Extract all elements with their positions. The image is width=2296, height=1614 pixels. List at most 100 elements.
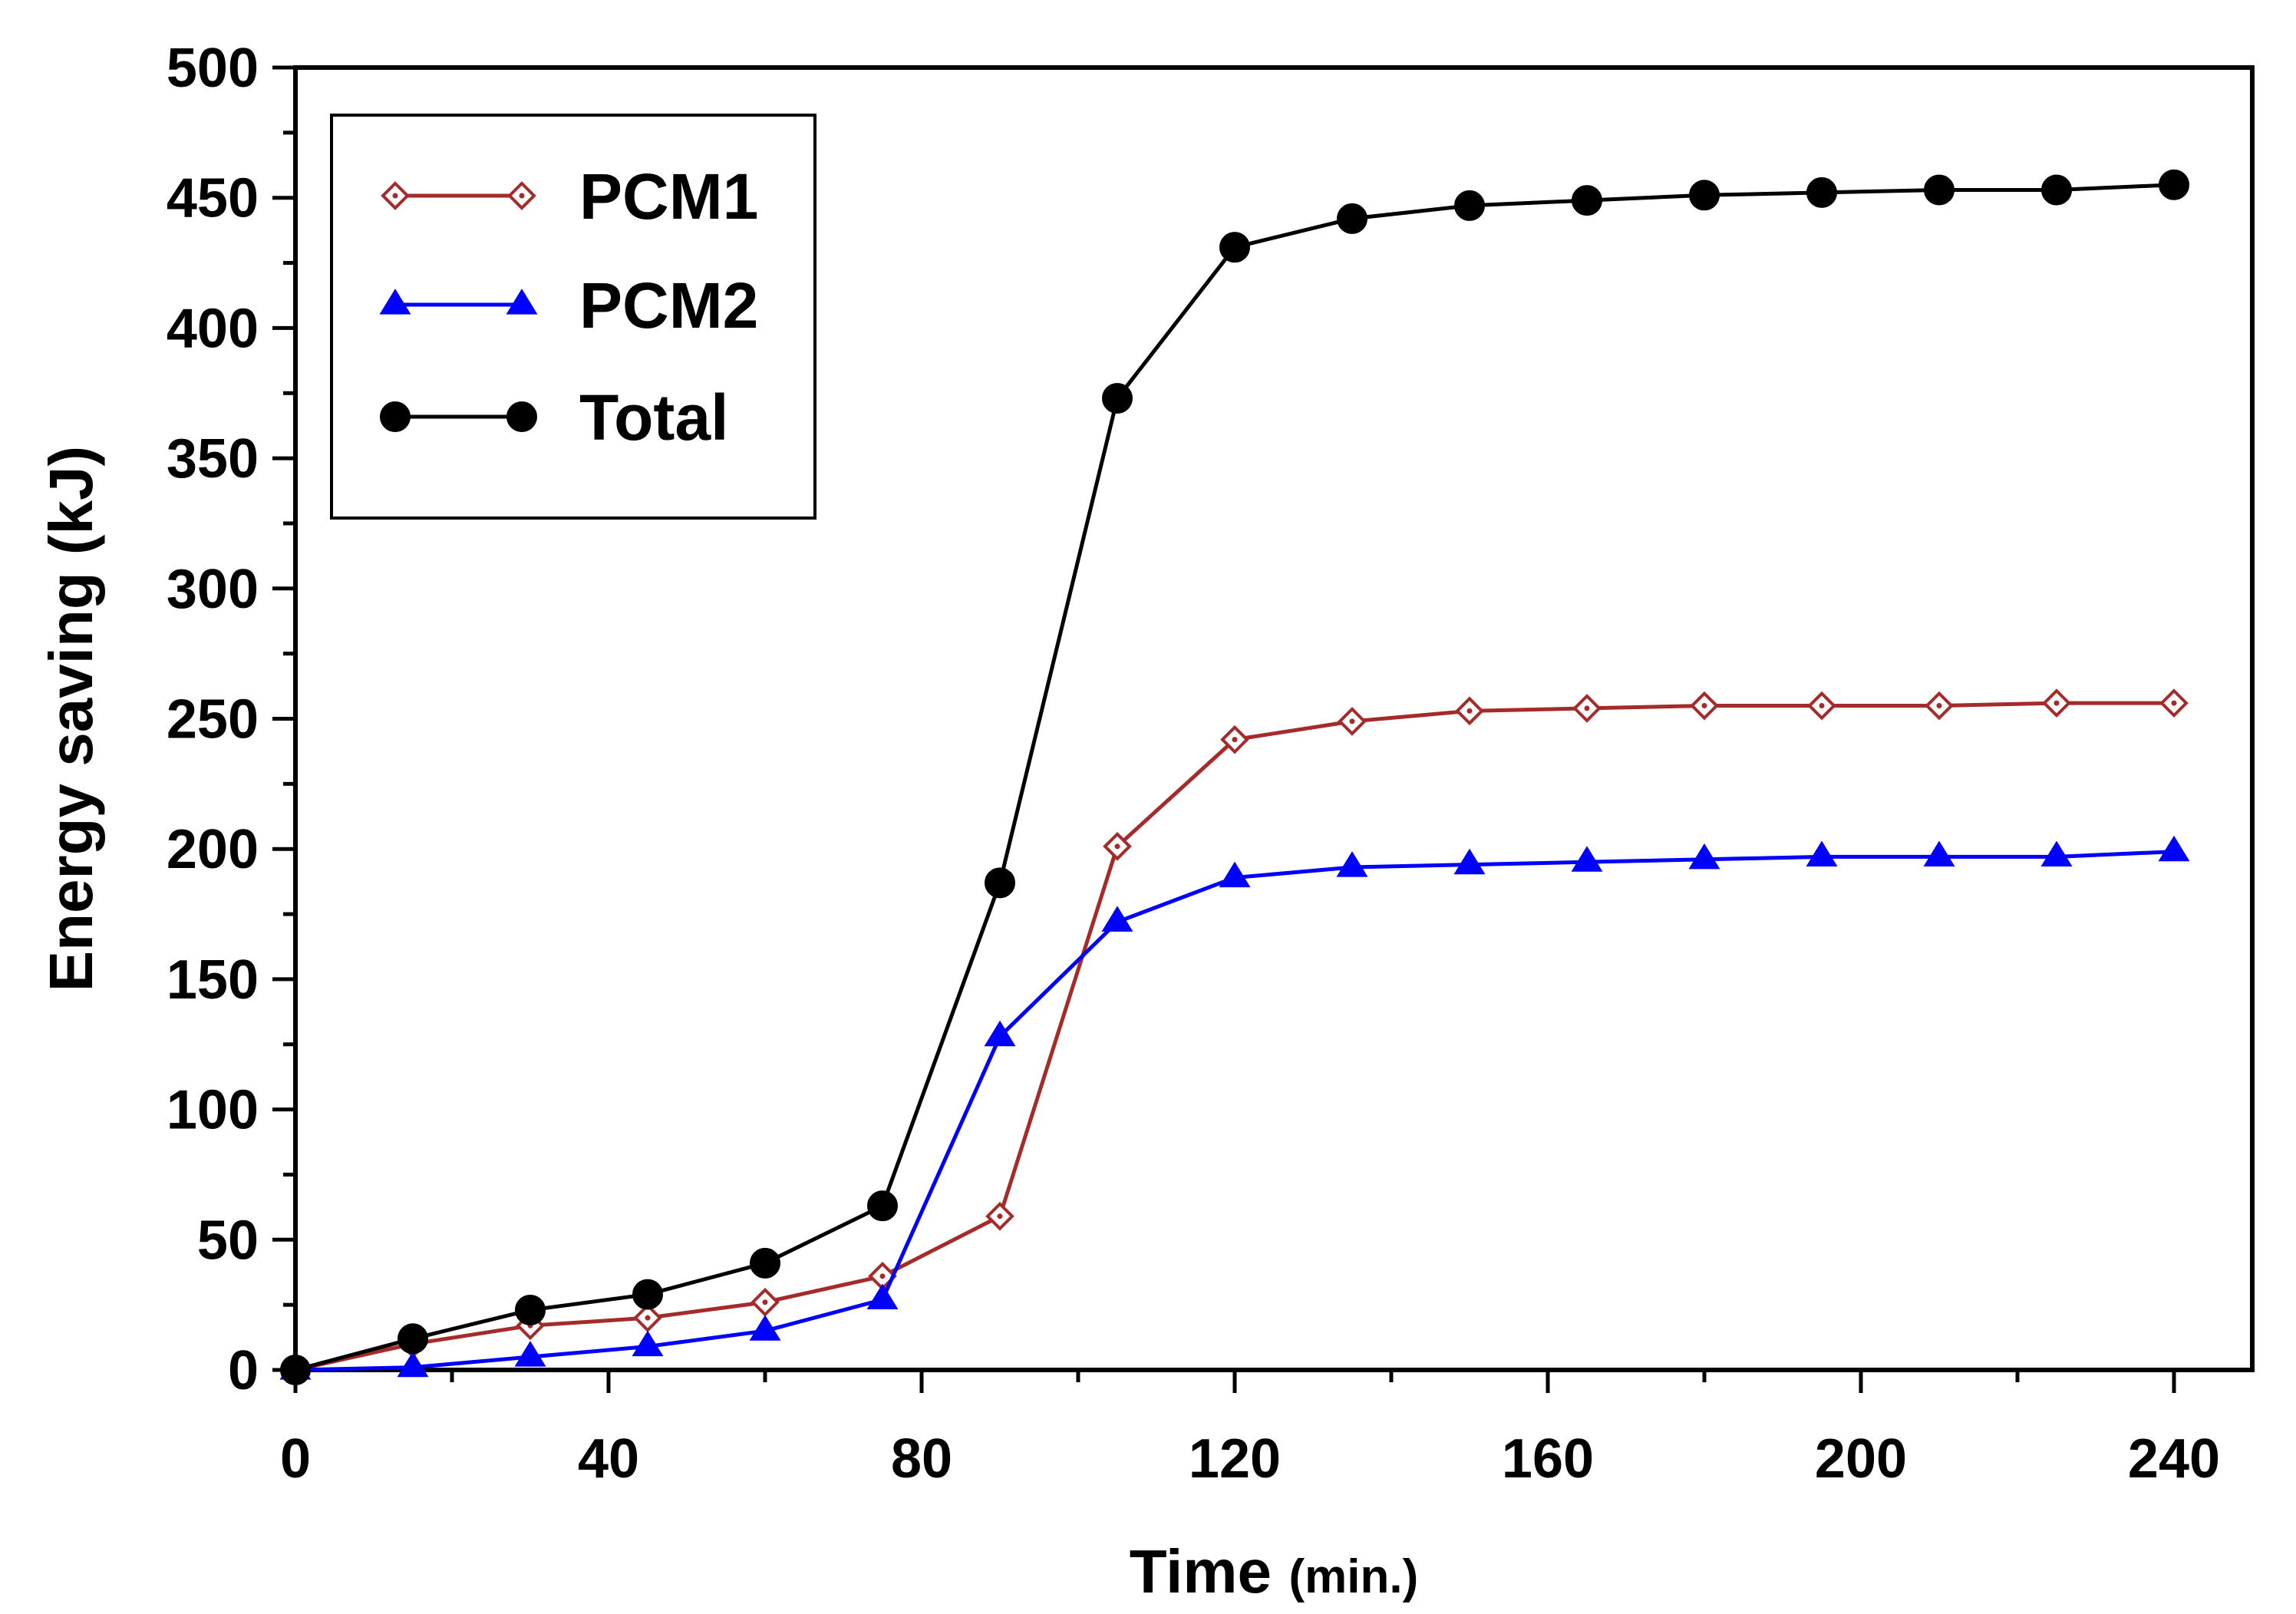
pcm1-point-dot: [879, 1273, 886, 1279]
y-tick-label: 450: [167, 168, 259, 229]
pcm1-point: [1220, 724, 1249, 754]
pcm2-point: [506, 289, 538, 315]
y-tick-label: 200: [167, 819, 259, 880]
pcm2-point: [2158, 835, 2190, 862]
y-tick-label: 350: [167, 428, 259, 490]
pcm2-point: [1336, 851, 1368, 877]
total-point: [280, 1355, 311, 1385]
pcm2-point: [1219, 861, 1251, 888]
total-point: [398, 1323, 428, 1355]
pcm2-point: [1101, 906, 1133, 932]
pcm1-point-dot: [997, 1213, 1003, 1220]
total-point: [867, 1190, 898, 1222]
pcm1-point: [1103, 831, 1132, 861]
pcm1-point-dot: [1936, 703, 1942, 709]
pcm2-line: [295, 850, 2175, 1372]
pcm1-point-dot: [1232, 737, 1238, 743]
y-tick-label: 250: [167, 689, 259, 751]
total-point: [2041, 174, 2072, 206]
pcm1-point: [1338, 707, 1367, 736]
total-point: [1924, 174, 1955, 206]
pcm1-point: [507, 181, 536, 210]
y-tick-label: 0: [228, 1340, 259, 1401]
pcm1-point: [633, 1303, 662, 1332]
pcm1-point-dot: [519, 193, 525, 199]
legend-label: PCM2: [579, 269, 758, 342]
legend-label: Total: [579, 381, 728, 454]
pcm1-point: [2159, 688, 2189, 718]
series-pcm2: [279, 835, 2190, 1380]
pcm1-point-dot: [2171, 700, 2177, 706]
pcm2-point: [1923, 840, 1955, 867]
total-point: [1454, 190, 1485, 221]
pcm1-line: [295, 701, 2174, 1372]
pcm1-point: [750, 1287, 780, 1317]
pcm1-point: [1807, 691, 1836, 721]
total-point: [1572, 185, 1602, 216]
pcm1-point-dot: [1584, 705, 1590, 711]
total-point: [632, 1279, 663, 1310]
total-point: [515, 1294, 546, 1325]
pcm1-point-dot: [1349, 718, 1355, 724]
pcm1-point-dot: [1466, 708, 1473, 714]
pcm2-point: [632, 1330, 664, 1357]
y-tick-label: 400: [167, 298, 259, 359]
legend: PCM1 PCM2 Total: [330, 114, 816, 520]
pcm1-point-dot: [392, 193, 398, 199]
pcm2-point: [2040, 840, 2073, 867]
pcm1-point: [985, 1201, 1014, 1231]
x-tick-label: 40: [578, 1428, 639, 1490]
pcm1-point-dot: [1701, 703, 1707, 709]
total-point: [750, 1247, 780, 1279]
pcm1-point: [1690, 691, 1719, 721]
legend-label: PCM1: [579, 160, 758, 233]
y-tick-label: 100: [167, 1080, 259, 1141]
pcm2-point: [984, 1020, 1016, 1047]
pcm2-point: [1453, 848, 1486, 875]
x-axis-title-unit: (min.): [1288, 1550, 1418, 1603]
y-tick-label: 150: [167, 949, 259, 1011]
total-point: [380, 401, 411, 432]
y-tick-label: 300: [167, 559, 259, 620]
x-tick-label: 0: [280, 1428, 311, 1490]
x-axis-title-main: Time: [1130, 1537, 1272, 1606]
axes: 0 50 100 150 200 250 300 350 400 450 500 0 40 80 120 16…: [167, 38, 2255, 1490]
pcm1-point-dot: [1114, 843, 1120, 850]
y-tick-label: 500: [167, 38, 259, 99]
total-point: [2159, 169, 2189, 200]
pcm1-point-dot: [1819, 703, 1825, 709]
pcm2-point: [514, 1341, 546, 1367]
x-tick-label: 80: [891, 1428, 952, 1490]
x-tick-label: 240: [2128, 1428, 2220, 1490]
pcm2-point: [1688, 843, 1720, 870]
pcm2-point: [1571, 846, 1603, 872]
y-axis-title: Energy saving (kJ): [37, 446, 105, 992]
y-tick-label: 50: [197, 1210, 259, 1271]
total-point: [1806, 177, 1837, 208]
x-tick-label: 120: [1189, 1428, 1281, 1490]
legend-item-pcm2: PCM2: [379, 269, 758, 342]
pcm2-point: [379, 289, 411, 315]
series-pcm1: [281, 688, 2189, 1385]
x-axis-title: Time (min.): [1130, 1537, 1418, 1606]
total-point: [1689, 180, 1720, 211]
pcm2-point: [866, 1283, 899, 1309]
total-point: [985, 867, 1015, 899]
pcm2-point: [1806, 840, 1838, 867]
pcm1-point: [1925, 691, 1954, 721]
pcm1-point: [1572, 694, 1602, 723]
pcm1-point: [381, 181, 410, 210]
x-tick-label: 160: [1502, 1428, 1594, 1490]
pcm2-point: [397, 1351, 429, 1378]
pcm2-point: [749, 1315, 781, 1341]
legend-item-pcm1: PCM1: [381, 160, 758, 233]
total-point: [1337, 203, 1367, 234]
x-tick-label: 200: [1815, 1428, 1907, 1490]
total-point: [1219, 232, 1250, 263]
series-layer: [279, 169, 2190, 1385]
pcm1-point-dot: [645, 1315, 651, 1321]
legend-item-total: Total: [380, 381, 728, 454]
legend-box: [330, 114, 816, 520]
pcm1-point-dot: [2054, 700, 2060, 706]
